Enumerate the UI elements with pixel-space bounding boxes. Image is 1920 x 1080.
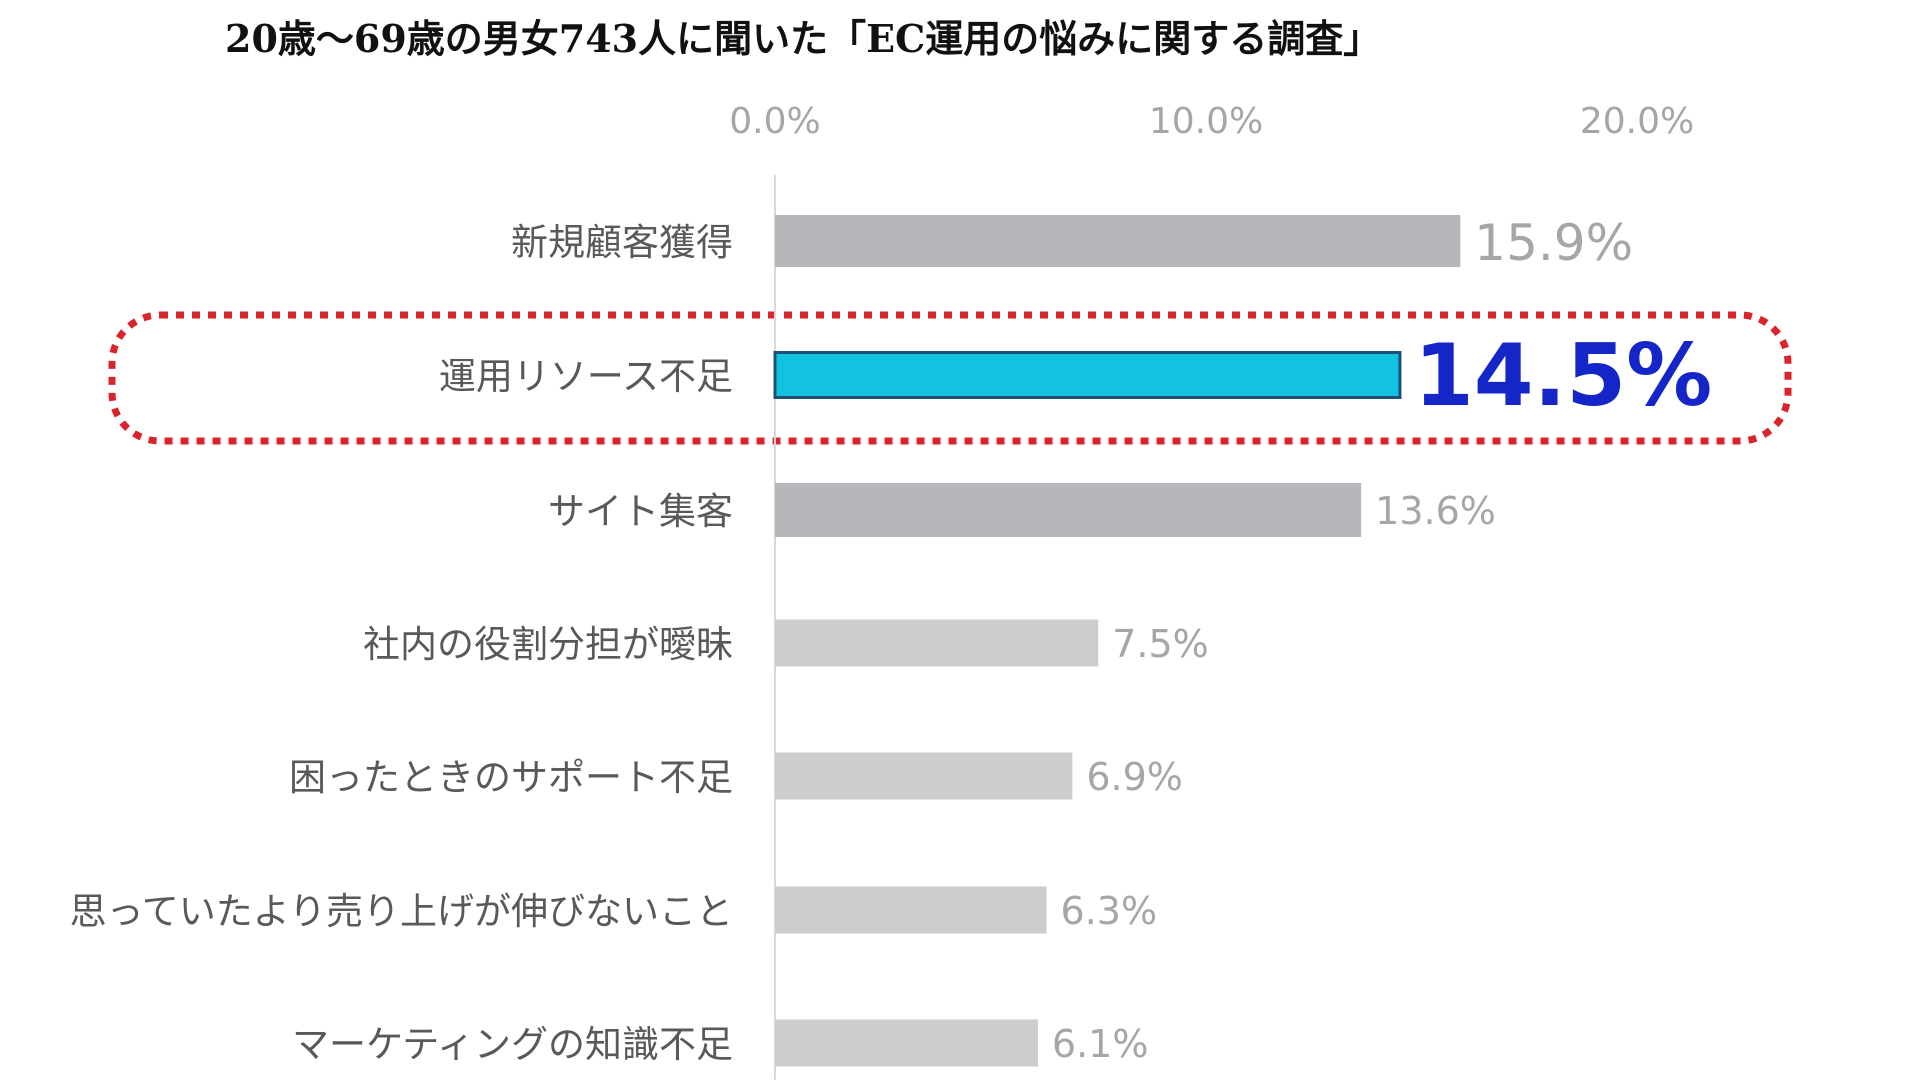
x-tick-label: 10.0% bbox=[1149, 101, 1263, 142]
value-label-highlighted: 14.5% bbox=[1414, 326, 1712, 426]
bar bbox=[775, 483, 1362, 537]
value-label: 13.6% bbox=[1375, 489, 1496, 533]
value-label: 15.9% bbox=[1474, 214, 1633, 272]
category-label: 新規顧客獲得 bbox=[511, 221, 733, 264]
bar bbox=[775, 886, 1047, 934]
value-label: 6.1% bbox=[1052, 1022, 1149, 1066]
chart-title: 20歳〜69歳の男女743人に聞いた「EC運用の悩みに関する調査」 bbox=[225, 16, 1382, 61]
category-label: 社内の役割分担が曖昧 bbox=[363, 623, 733, 666]
x-tick-label: 20.0% bbox=[1580, 101, 1694, 142]
category-label: 思っていたより売り上げが伸びないこと bbox=[70, 890, 733, 933]
category-label: マーケティングの知識不足 bbox=[292, 1023, 733, 1066]
category-label: サイト集客 bbox=[548, 490, 733, 533]
value-label: 6.3% bbox=[1061, 889, 1158, 933]
highlight-frame bbox=[108, 311, 1792, 445]
bar bbox=[775, 619, 1099, 667]
bar bbox=[775, 215, 1461, 267]
x-tick-label: 0.0% bbox=[729, 101, 820, 142]
category-label: 運用リソース不足 bbox=[439, 355, 733, 398]
bar bbox=[775, 1019, 1038, 1067]
value-label: 6.9% bbox=[1086, 755, 1183, 799]
bar-highlighted bbox=[773, 351, 1402, 399]
category-label: 困ったときのサポート不足 bbox=[289, 756, 733, 799]
value-label: 7.5% bbox=[1112, 622, 1209, 666]
bar bbox=[775, 752, 1073, 800]
